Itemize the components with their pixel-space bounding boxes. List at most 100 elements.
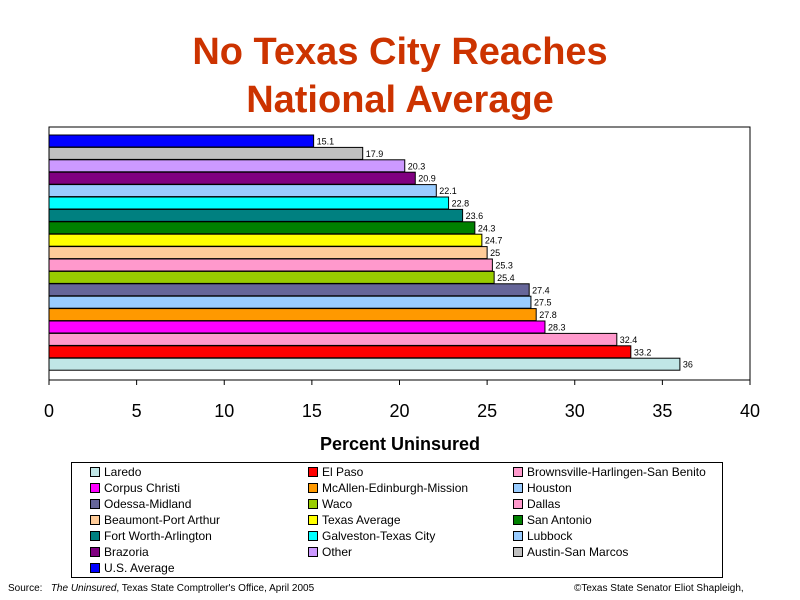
bar-value-label: 24.7 xyxy=(485,236,503,246)
bar-value-label: 36 xyxy=(683,360,693,370)
bar-value-label: 27.4 xyxy=(532,285,550,295)
legend-label: Austin-San Marcos xyxy=(527,545,629,559)
bar-odessa-midland xyxy=(48,283,530,297)
bar-value-label: 15.1 xyxy=(317,137,335,147)
legend-label: Texas Average xyxy=(322,513,401,527)
x-tick-label: 0 xyxy=(44,401,54,421)
legend-label: Brazoria xyxy=(104,545,149,559)
legend-swatch xyxy=(90,466,100,477)
legend-label: Waco xyxy=(322,497,353,511)
legend-item: Austin-San Marcos xyxy=(513,544,628,560)
legend-item: McAllen-Edinburgh-Mission xyxy=(308,480,468,496)
bar-value-label: 23.6 xyxy=(466,211,484,221)
legend-swatch xyxy=(513,530,523,541)
x-axis-ticks: 0 5 10 15 20 25 30 35 40 xyxy=(44,380,760,421)
bar-value-label: 25.4 xyxy=(497,273,515,283)
legend-label: El Paso xyxy=(322,465,364,479)
legend-swatch xyxy=(308,546,318,557)
bar-corpus-christi xyxy=(48,320,546,334)
legend-label: Dallas xyxy=(527,497,561,511)
bar-galveston-texas-city xyxy=(48,196,450,210)
bar-value-label: 33.2 xyxy=(634,347,652,357)
chart-title-line-1: No Texas City Reaches xyxy=(192,31,608,73)
legend-item: Waco xyxy=(308,496,352,512)
x-tick-label: 25 xyxy=(477,401,497,421)
bar-el-paso xyxy=(48,345,632,359)
bar-value-label: 20.9 xyxy=(418,174,436,184)
bar-value-label: 20.3 xyxy=(408,161,426,171)
legend-label: Galveston-Texas City xyxy=(322,529,436,543)
x-tick-label: 20 xyxy=(389,401,409,421)
chart-title: No Texas City Reaches National Average xyxy=(0,28,800,124)
legend-swatch xyxy=(90,546,100,557)
copyright-credit: ©Texas State Senator Eliot Shapleigh, xyxy=(574,583,744,594)
legend-label: Other xyxy=(322,545,353,559)
legend-label: U.S. Average xyxy=(104,561,175,575)
bar-san-antonio xyxy=(48,221,476,235)
source-note: Source: The Uninsured, Texas State Compt… xyxy=(8,583,314,594)
legend-item: Brownsville-Harlingen-San Benito xyxy=(513,464,706,480)
legend-item: Beaumont-Port Arthur xyxy=(90,512,220,528)
bar-value-label: 24.3 xyxy=(478,223,496,233)
bar-houston xyxy=(48,295,532,309)
bar-texas-average xyxy=(48,233,483,247)
legend-label: Houston xyxy=(527,481,572,495)
legend-swatch xyxy=(90,498,100,509)
x-tick-label: 5 xyxy=(132,401,142,421)
legend-item: Texas Average xyxy=(308,512,401,528)
legend-swatch xyxy=(513,466,523,477)
bar-mcallen-edinburgh-mission xyxy=(48,308,537,322)
legend-label: Fort Worth-Arlington xyxy=(104,529,212,543)
legend-item: El Paso xyxy=(308,464,363,480)
legend-label: San Antonio xyxy=(527,513,592,527)
legend-swatch xyxy=(90,514,100,525)
x-tick-label: 40 xyxy=(740,401,760,421)
bar-value-label: 28.3 xyxy=(548,323,566,333)
legend-item: Corpus Christi xyxy=(90,480,180,496)
bar-chart: 15.1 17.9 20.3 20.922.1 22.8 23.6 24.3 24.7 25 25… xyxy=(44,126,760,454)
source-prefix: Source: xyxy=(8,583,43,594)
legend-item: Lubbock xyxy=(513,528,572,544)
legend-swatch xyxy=(513,546,523,557)
bar-brownsville-harlingen-san-benito xyxy=(48,332,618,346)
legend-swatch xyxy=(308,498,318,509)
bar-other xyxy=(48,159,406,173)
legend-item: Fort Worth-Arlington xyxy=(90,528,212,544)
bar-austin-san-marcos xyxy=(48,146,364,160)
bar-value-label: 25.3 xyxy=(495,261,513,271)
bar-value-label: 27.5 xyxy=(534,298,552,308)
bar-value-label: 22.1 xyxy=(439,186,457,196)
legend-swatch xyxy=(308,482,318,493)
legend-item: Other xyxy=(308,544,352,560)
bar-value-label: 17.9 xyxy=(366,149,384,159)
legend-swatch xyxy=(308,514,318,525)
x-tick-label: 15 xyxy=(302,401,322,421)
legend-label: Odessa-Midland xyxy=(104,497,192,511)
legend-item: Laredo xyxy=(90,464,141,480)
bar-lubbock xyxy=(48,184,437,198)
bar-waco xyxy=(48,270,495,284)
legend-item: Dallas xyxy=(513,496,560,512)
x-tick-label: 30 xyxy=(565,401,585,421)
bar-fort-worth-arlington xyxy=(48,208,464,222)
legend-label: Laredo xyxy=(104,465,142,479)
bar-value-label: 22.8 xyxy=(452,199,470,209)
legend-label: Lubbock xyxy=(527,529,573,543)
legend-swatch xyxy=(513,482,523,493)
bar-laredo xyxy=(48,357,681,371)
bar-dallas xyxy=(48,258,493,272)
bars-layer: 15.1 17.9 20.3 20.922.1 22.8 23.6 24.3 24.7 25 25… xyxy=(48,134,693,371)
legend-label: Corpus Christi xyxy=(104,481,181,495)
chart-title-line-2: National Average xyxy=(246,79,554,121)
x-axis-label: Percent Uninsured xyxy=(320,434,480,454)
legend-swatch xyxy=(308,466,318,477)
legend-swatch xyxy=(308,530,318,541)
legend-swatch xyxy=(513,498,523,509)
bar-beaumont-port-arthur xyxy=(48,246,488,260)
legend-label: Beaumont-Port Arthur xyxy=(104,513,221,527)
bar-value-label: 25 xyxy=(490,248,500,258)
x-tick-label: 35 xyxy=(652,401,672,421)
source-title: The Uninsured xyxy=(50,583,117,594)
bar-u-s-average xyxy=(48,134,315,148)
source-rest: , Texas State Comptroller's Office, Apri… xyxy=(116,583,315,594)
